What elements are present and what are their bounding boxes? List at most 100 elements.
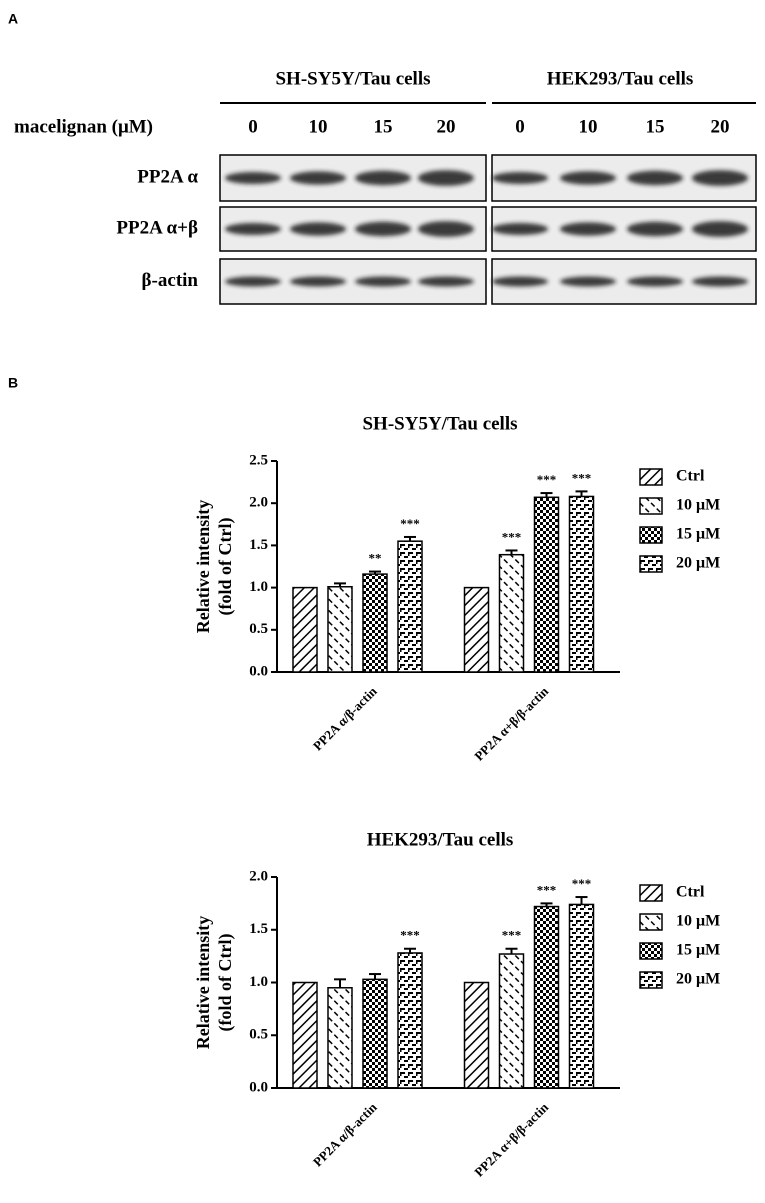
concentration-label: 15 [374,116,393,137]
legend-label: 10 μM [676,497,720,514]
panel-label: B [8,375,18,391]
bar [397,952,423,1089]
bar [362,978,388,1089]
bar [568,495,595,673]
legend-label: Ctrl [676,468,705,485]
blot-band [418,221,474,237]
legend-label: 20 μM [676,555,720,572]
blot-band [492,276,548,287]
panel-label: A [8,11,18,27]
legend-label: 10 μM [676,913,720,930]
significance-label: *** [537,882,557,897]
y-tick-label: 2.0 [249,868,268,884]
legend-swatch [639,971,663,989]
y-tick-label: 2.0 [249,495,268,511]
bar [498,953,525,1089]
concentration-label: 10 [579,116,598,137]
blot-band [290,276,346,287]
bar [397,540,423,673]
y-tick-label: 0.0 [249,663,268,679]
significance-label: *** [400,928,420,943]
significance-label: *** [572,470,592,485]
blot-band [290,171,346,185]
concentration-label: 20 [437,116,456,137]
bar [292,586,318,673]
blot-band [355,221,411,237]
significance-label: *** [572,876,592,891]
blot-band [355,170,411,186]
concentration-label: 15 [646,116,665,137]
y-tick-label: 0.5 [249,1027,268,1043]
chart-title: SH-SY5Y/Tau cells [362,413,517,434]
y-axis-label: Relative intensity [193,916,213,1049]
blot-row-label: PP2A α+β [116,217,198,238]
x-tick-label: PP2A α+β/β-actin [471,683,551,763]
concentration-label: 10 [309,116,328,137]
y-tick-label: 0.5 [249,621,268,637]
y-tick-label: 0.0 [249,1079,268,1095]
bar [533,905,560,1089]
blot-band [290,222,346,236]
y-axis-label: (fold of Ctrl) [215,934,236,1032]
legend-label: 15 μM [676,942,720,959]
significance-label: *** [502,928,522,943]
blot-band [560,276,616,287]
bar [498,553,525,673]
chart-title: HEK293/Tau cells [367,829,514,850]
legend-swatch [639,555,663,573]
bar [327,586,353,673]
bar [463,981,490,1089]
y-tick-label: 1.0 [249,974,268,990]
bar [533,496,560,673]
legend-swatch [639,884,663,902]
group-header: HEK293/Tau cells [547,68,694,89]
bar [463,586,490,673]
concentration-label: 20 [711,116,730,137]
blot-row-label: β-actin [142,270,199,291]
blot-band [225,223,281,235]
legend-label: 20 μM [676,971,720,988]
blot-band [560,171,616,185]
blot-band [692,221,748,237]
blot-band [560,222,616,236]
y-tick-label: 1.5 [249,921,268,937]
legend-swatch [639,526,663,544]
blot-band [418,170,474,186]
blot-band [492,172,548,184]
blot-band [225,276,281,287]
legend-label: Ctrl [676,884,705,901]
concentration-label: 0 [248,116,258,137]
y-axis-label: Relative intensity [193,500,213,633]
legend-swatch [639,497,663,515]
blot-band [492,223,548,235]
blot-band [692,276,748,287]
group-header: SH-SY5Y/Tau cells [275,68,430,89]
significance-label: ** [369,551,382,566]
significance-label: *** [502,529,522,544]
legend-swatch [639,942,663,960]
legend-label: 15 μM [676,526,720,543]
concentration-label: 0 [515,116,525,137]
blot-band [627,276,683,287]
blot-band [225,172,281,184]
blot-row-label: PP2A α [137,166,198,187]
blot-band [692,170,748,186]
blot-band [418,276,474,287]
legend-swatch [639,468,663,486]
bar [327,987,353,1089]
y-tick-label: 1.5 [249,537,268,553]
row-header: macelignan (μM) [14,116,153,137]
bar [568,903,595,1089]
blot-band [627,170,683,186]
blot-band [627,221,683,237]
bar [362,573,388,673]
x-tick-label: PP2A α+β/β-actin [471,1099,551,1179]
y-tick-label: 2.5 [249,452,268,468]
significance-label: *** [400,516,420,531]
y-axis-label: (fold of Ctrl) [215,518,236,616]
x-tick-label: PP2A α/β-actin [310,683,380,753]
significance-label: *** [537,472,557,487]
legend-swatch [639,913,663,931]
blot-band [355,276,411,287]
